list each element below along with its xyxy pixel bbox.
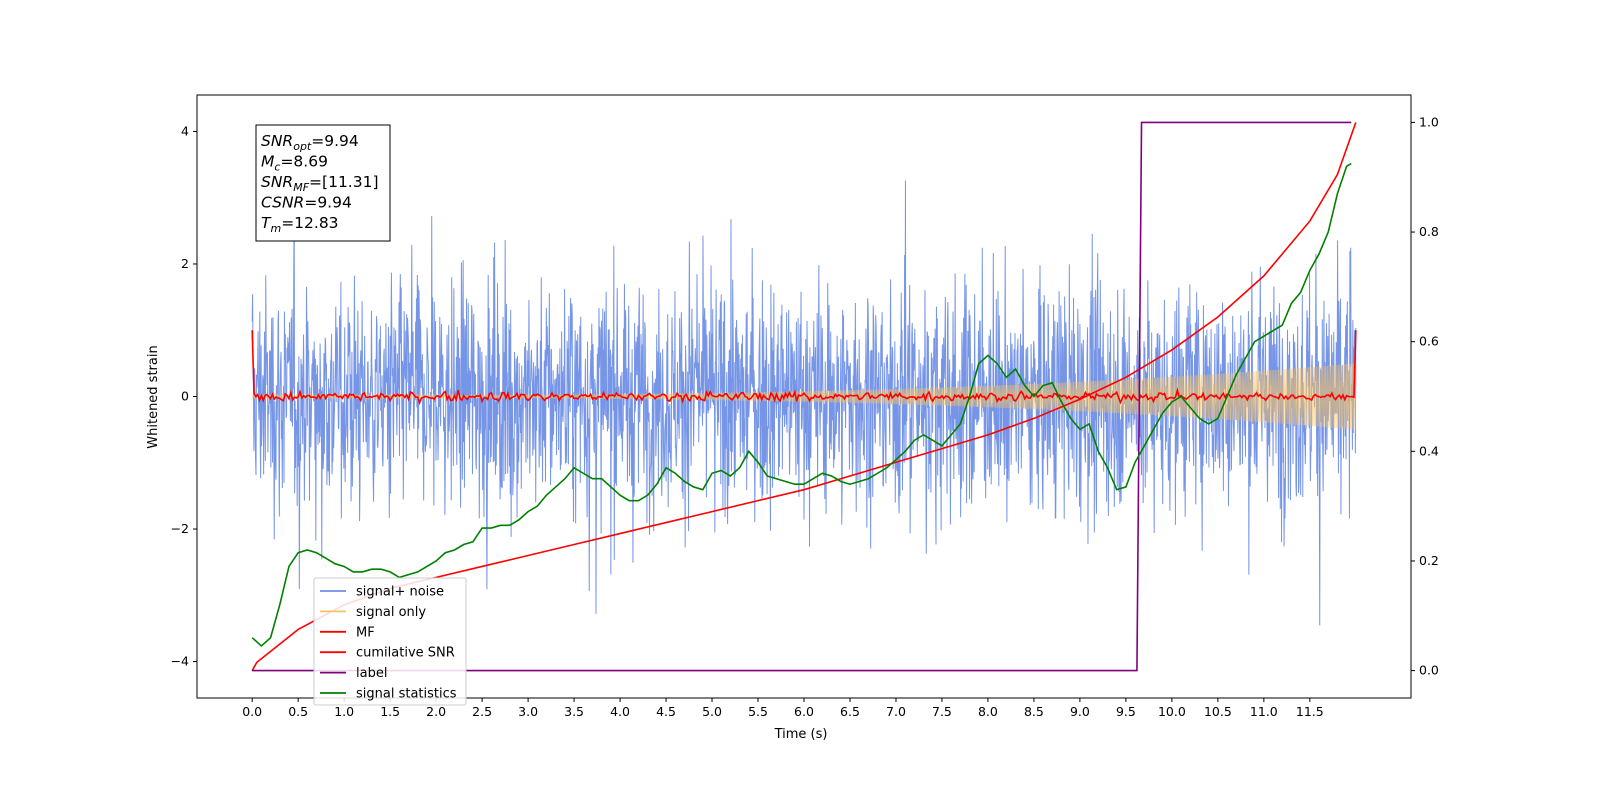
x-tick-label: 8.0 [978, 704, 998, 719]
legend-label: signal statistics [356, 687, 457, 702]
y-tick-label-left: −4 [171, 654, 189, 669]
y-tick-label-right: 0.6 [1419, 334, 1439, 349]
x-tick-label: 4.0 [610, 704, 630, 719]
legend-label: cumilative SNR [356, 646, 455, 661]
y-tick-label-right: 0.8 [1419, 224, 1439, 239]
info-box-line: SNRopt=9.94 [261, 132, 359, 153]
y-tick-label-left: 2 [181, 256, 189, 271]
legend-label: MF [356, 625, 375, 640]
x-tick-label: 5.5 [748, 704, 768, 719]
legend-label: label [356, 666, 387, 681]
y-tick-label-right: 0.2 [1419, 553, 1439, 568]
info-box-line: Tm=12.83 [261, 214, 339, 235]
x-tick-label: 9.0 [1070, 704, 1090, 719]
x-tick-label: 3.0 [518, 704, 538, 719]
axes: 0.0 0.5 1.0 1.5 2.0 2.5 3.0 3.5 4.0 4.5 5.0 5.5 6.0 6… [171, 114, 1439, 719]
x-tick-label: 1.0 [334, 704, 354, 719]
legend-frame [313, 577, 467, 706]
y-tick-label-left: 0 [181, 389, 189, 404]
x-tick-label: 1.5 [380, 704, 400, 719]
x-tick-label: 10.0 [1158, 704, 1186, 719]
y-tick-label-right: 0.4 [1419, 443, 1439, 458]
x-tick-label: 0.0 [242, 704, 262, 719]
legend-label: signal only [356, 605, 426, 620]
legend: signal+ noise signal only MF cumilative SNR… [313, 577, 467, 706]
y-tick-label-right: 0.0 [1419, 663, 1439, 678]
x-tick-label: 2.5 [472, 704, 492, 719]
x-tick-label: 3.5 [564, 704, 584, 719]
x-tick-label: 0.5 [288, 704, 308, 719]
x-tick-label: 4.5 [656, 704, 676, 719]
series-signal-noise [251, 180, 1357, 626]
x-tick-label: 11.0 [1250, 704, 1278, 719]
x-tick-label: 11.5 [1296, 704, 1324, 719]
info-box-line: SNRMF=[11.31] [261, 173, 379, 194]
series-label [252, 121, 1352, 672]
legend-label: signal+ noise [356, 585, 444, 600]
info-box-line: Mc=8.69 [261, 153, 328, 174]
x-tick-label: 10.5 [1204, 704, 1232, 719]
series-signal-statistics [251, 162, 1352, 647]
x-tick-label: 2.0 [426, 704, 446, 719]
x-tick-label: 6.5 [840, 704, 860, 719]
info-box: SNRopt=9.94Mc=8.69SNRMF=[11.31]CSNR=9.94… [255, 124, 391, 242]
y-axis-label: Whitened strain [146, 345, 161, 448]
x-tick-label: 6.0 [794, 704, 814, 719]
y-tick-label-right: 1.0 [1419, 114, 1439, 129]
x-tick-label: 8.5 [1024, 704, 1044, 719]
x-axis-label: Time (s) [774, 727, 828, 742]
y-tick-label-left: 4 [181, 123, 189, 138]
y-tick-label-left: −2 [171, 521, 189, 536]
x-tick-label: 5.0 [702, 704, 722, 719]
info-box-line: CSNR=9.94 [261, 194, 352, 212]
x-tick-label: 9.5 [1116, 704, 1136, 719]
series-mf [251, 330, 1357, 406]
x-tick-label: 7.0 [886, 704, 906, 719]
info-box-frame [255, 124, 391, 242]
x-tick-label: 7.5 [932, 704, 952, 719]
